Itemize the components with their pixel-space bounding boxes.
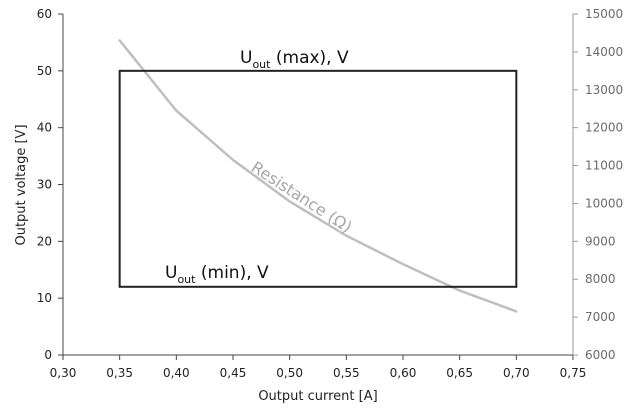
y2-tick-label: 11000 [585,159,623,173]
resistance-point [402,263,404,265]
resistance-point [232,159,234,161]
resistance-point [119,40,121,42]
y-tick-label: 50 [37,64,52,78]
x-tick-label: 0,75 [560,366,587,380]
operating-area-rect [118,69,518,288]
x-axis-title: Output current [A] [258,389,377,404]
y-tick-label: 20 [37,234,52,248]
y2-tick-label: 6000 [585,348,616,362]
x-tick-label: 0,65 [446,366,473,380]
resistance-curve [118,39,518,313]
plot-area [118,39,518,313]
y2-tick-label: 8000 [585,272,616,286]
y-tick-label: 60 [37,7,52,21]
y-tick-label: 0 [44,348,52,362]
series-label-resistance: Resistance (Ω) [248,157,356,236]
annotation-uout-max: Uout (max), V [240,48,349,71]
y2-tick-label: 12000 [585,121,623,135]
y-axis-title: Output voltage [V] [14,124,29,245]
x-tick-label: 0,35 [106,366,133,380]
x-tick-label: 0,55 [333,366,360,380]
y-tick-label: 10 [37,291,52,305]
x-tick-label: 0,50 [276,366,303,380]
tick-labels: 0,30 0,35 0,40 0,45 0,50 0,55 0,60 0,65 0,70 0,75… [37,7,623,380]
y2-tick-label: 14000 [585,45,623,59]
y2-tick-label: 15000 [585,7,623,21]
x-tick-label: 0,30 [50,366,77,380]
x-tick-label: 0,70 [503,366,530,380]
x-tick-label: 0,40 [163,366,190,380]
y2-tick-label: 13000 [585,83,623,97]
y2-tick-label: 9000 [585,234,616,248]
resistance-point [515,310,517,312]
x-tick-label: 0,60 [390,366,417,380]
y-tick-label: 40 [37,121,52,135]
y2-tick-label: 10000 [585,196,623,210]
y2-tick-label: 7000 [585,310,616,324]
annotation-uout-min: Uout (min), V [165,263,269,286]
axes [58,13,578,360]
resistance-point [175,110,177,112]
y-tick-label: 30 [37,178,52,192]
resistance-point [459,290,461,292]
x-tick-label: 0,45 [220,366,247,380]
